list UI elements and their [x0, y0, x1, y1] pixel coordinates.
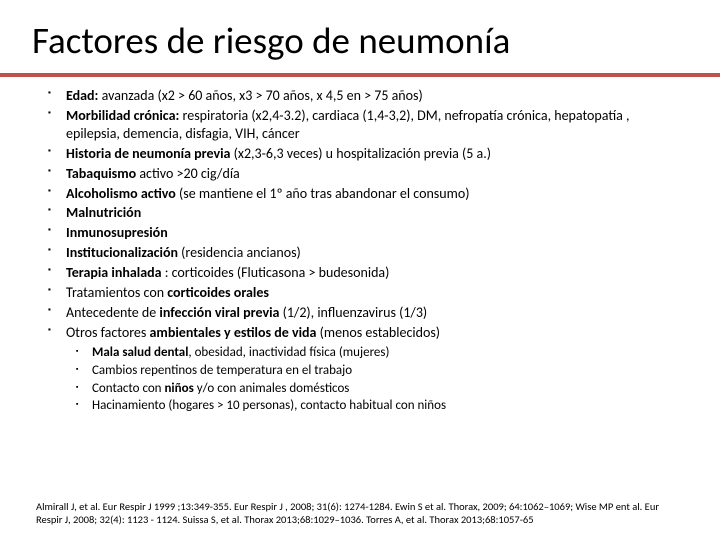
- bullet-text: (x2,3-6,3 veces) u hospitalización previ…: [230, 145, 491, 162]
- bullet-text: : corticoides (Fluticasona > budesonida): [162, 264, 390, 281]
- sub-bullet-text: , obesidad, inactividad física (mujeres): [188, 345, 389, 360]
- sub-bullet-text: Contacto con: [92, 381, 164, 396]
- bullet-lead: Terapia inhalada: [66, 264, 162, 281]
- sub-bullet-text: Cambios repentinos de temperatura en el …: [92, 363, 352, 378]
- bullet-item: Antecedente de infección viral previa (1…: [44, 304, 684, 322]
- bullet-lead: Morbilidad crónica:: [66, 107, 179, 124]
- sub-bullet-list: Mala salud dental, obesidad, inactividad…: [66, 345, 684, 416]
- sub-bullet-mid-bold: niños: [164, 381, 193, 396]
- accent-bar: [0, 73, 720, 77]
- sub-bullet-item: Hacinamiento (hogares > 10 personas), co…: [66, 398, 684, 415]
- slide-title: Factores de riesgo de neumonía: [32, 18, 684, 63]
- bullet-text: avanzada (x2 > 60 años, x3 > 70 años, x …: [98, 87, 422, 104]
- bullet-item: Edad: avanzada (x2 > 60 años, x3 > 70 añ…: [44, 87, 684, 105]
- sub-bullet-item: Contacto con niños y/o con animales domé…: [66, 381, 684, 398]
- bullet-item: Tabaquismo activo >20 cig/día: [44, 165, 684, 183]
- sub-bullet-item: Mala salud dental, obesidad, inactividad…: [66, 345, 684, 362]
- bullet-lead: Alcoholismo activo: [66, 185, 176, 202]
- bullet-item: Terapia inhalada : corticoides (Fluticas…: [44, 264, 684, 282]
- bullet-item: Morbilidad crónica: respiratoria (x2,4-3…: [44, 107, 684, 143]
- bullet-text: Otros factores: [66, 324, 150, 341]
- sub-bullet-lead: Mala salud dental: [92, 345, 188, 360]
- bullet-text: (se mantiene el 1º año tras abandonar el…: [176, 185, 470, 202]
- bullet-item: Historia de neumonía previa (x2,3-6,3 ve…: [44, 145, 684, 163]
- content-area: Edad: avanzada (x2 > 60 años, x3 > 70 añ…: [36, 87, 684, 415]
- bullet-lead: Edad:: [66, 87, 98, 104]
- bullet-lead: Tabaquismo: [66, 165, 136, 182]
- bullet-mid-bold: infección viral previa: [159, 304, 279, 321]
- bullet-lead: Institucionalización: [66, 244, 178, 261]
- bullet-item: Otros factores ambientales y estilos de …: [44, 324, 684, 415]
- bullet-text: activo >20 cig/día: [136, 165, 240, 182]
- bullet-text: Tratamientos con: [66, 284, 167, 301]
- bullet-mid-bold: corticoides orales: [167, 284, 269, 301]
- bullet-item: Institucionalización (residencia anciano…: [44, 244, 684, 262]
- bullet-item: Malnutrición: [44, 204, 684, 222]
- sub-bullet-text: Hacinamiento (hogares > 10 personas), co…: [92, 398, 446, 413]
- bullet-mid-bold: ambientales y estilos de vida: [150, 324, 317, 341]
- bullet-item: Inmunosupresión: [44, 224, 684, 242]
- bullet-tail: (menos establecidos): [316, 324, 440, 341]
- bullet-tail: (1/2), influenzavirus (1/3): [279, 304, 427, 321]
- main-bullet-list: Edad: avanzada (x2 > 60 años, x3 > 70 añ…: [44, 87, 684, 415]
- bullet-text: (residencia ancianos): [178, 244, 301, 261]
- sub-bullet-item: Cambios repentinos de temperatura en el …: [66, 363, 684, 380]
- bullet-lead: Inmunosupresión: [66, 224, 168, 241]
- bullet-item: Tratamientos con corticoides orales: [44, 284, 684, 302]
- slide: Factores de riesgo de neumonía Edad: ava…: [0, 0, 720, 540]
- bullet-item: Alcoholismo activo (se mantiene el 1º añ…: [44, 185, 684, 203]
- sub-bullet-tail: y/o con animales domésticos: [194, 381, 350, 396]
- bullet-text: Antecedente de: [66, 304, 159, 321]
- bullet-lead: Historia de neumonía previa: [66, 145, 230, 162]
- references: Almirall J, et al. Eur Respir J 1999 ;13…: [36, 500, 684, 526]
- bullet-lead: Malnutrición: [66, 204, 141, 221]
